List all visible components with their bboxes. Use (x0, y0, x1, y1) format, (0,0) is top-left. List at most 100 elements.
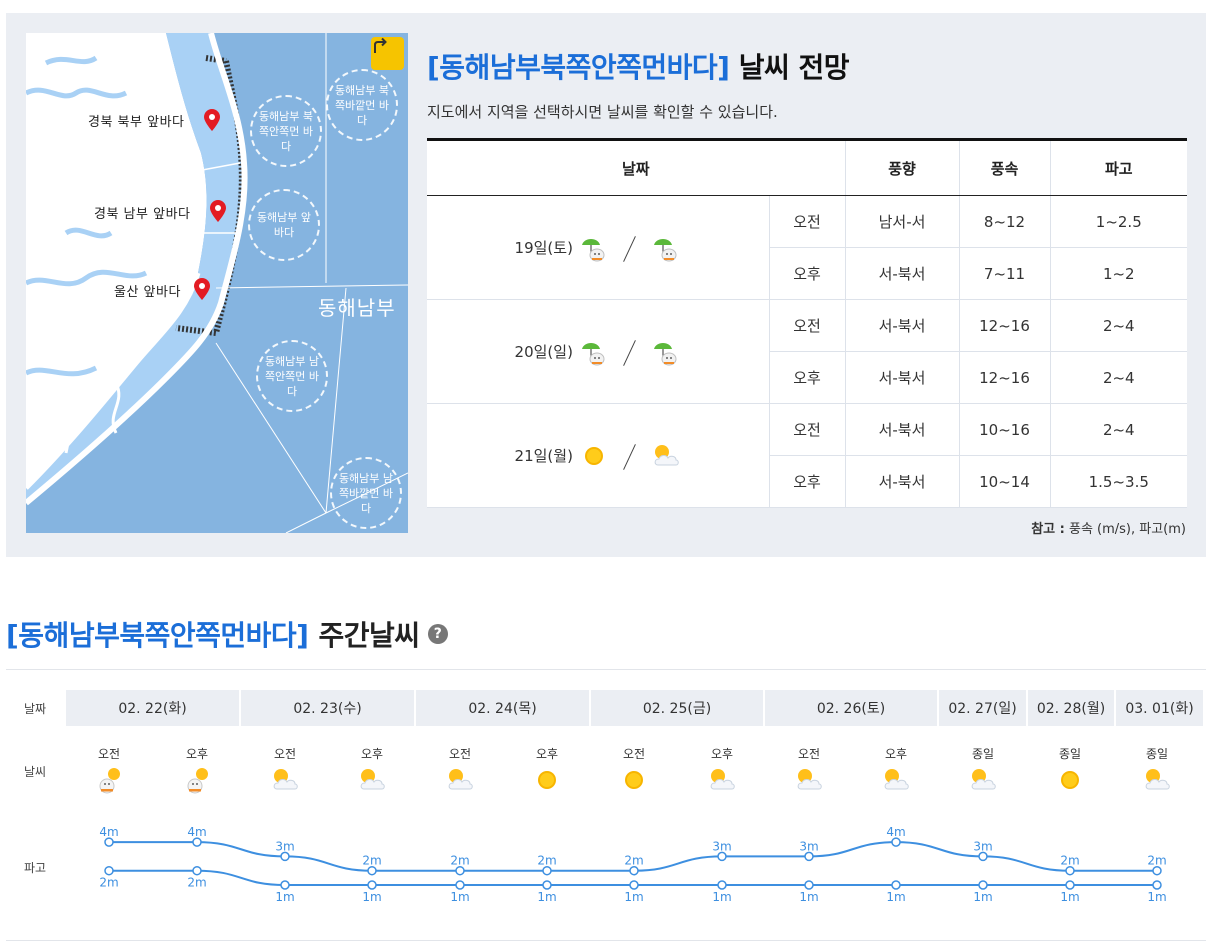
period-cell: 오후 (768, 455, 846, 508)
sea-name-label: 동해남부 (318, 296, 396, 320)
note-text: 풍속 (m/s), 파고(m) (1068, 522, 1186, 537)
weather-slot: 오전 (604, 745, 664, 795)
zone-north-inner[interactable]: 동해남부 북쪽안쪽먼 바다 (250, 95, 322, 167)
zone-south-outer[interactable]: 동해남부 남쪽바깥먼 바다 (330, 457, 402, 529)
weekly-title-area: [동해남부북쪽안쪽먼바다] (6, 619, 309, 652)
wind-dir-cell: 서-북서 (844, 351, 960, 404)
period-cell: 오후 (768, 247, 846, 300)
wave-max-label: 2m (362, 854, 381, 868)
slot-period-label: 오전 (448, 747, 472, 761)
weather-slot: 오후 (342, 745, 402, 795)
units-note: 참고 : 풍속 (m/s), 파고(m) (1031, 518, 1186, 537)
weekly-title-suffix: 주간날씨 (318, 619, 420, 652)
slot-period-label: 오전 (797, 747, 821, 761)
wave-max-point (542, 865, 552, 876)
rain-umbrella-icon (581, 238, 605, 261)
wave-cell: 2~4 (1049, 351, 1188, 404)
weather-slot: 오전 (255, 745, 315, 795)
wave-min-label: 1m (537, 890, 556, 904)
wind-speed-cell: 12~16 (958, 351, 1051, 404)
date-cell: 02. 22(화) (66, 690, 239, 726)
date-cell: 02. 23(수) (241, 690, 414, 726)
zone-north-outer[interactable]: 동해남부 북쪽바깥먼 바다 (326, 69, 398, 141)
partly-cloudy-icon (971, 769, 996, 790)
wave-max-label: 4m (886, 825, 905, 839)
date-cell: 02. 26(토) (765, 690, 937, 726)
snow-sun-icon (99, 768, 120, 794)
header-wind-dir: 풍향 (844, 138, 960, 196)
wave-max-label: 2m (624, 854, 643, 868)
wind-dir-cell: 서-북서 (844, 299, 960, 352)
rain-umbrella-icon (653, 342, 677, 365)
redo-arrow-icon (374, 37, 387, 53)
location-pin-icon[interactable] (194, 278, 210, 300)
period-cell: 오후 (768, 351, 846, 404)
sea-area-map[interactable]: 경북 북부 앞바다 경북 남부 앞바다 울산 앞바다 동해남부 북쪽안쪽먼 바다… (26, 33, 408, 533)
wave-max-point (717, 851, 727, 862)
wind-speed-cell: 12~16 (958, 299, 1051, 352)
table-row: 20일(일) 오전 서-북서 12~16 2~4 (427, 299, 1188, 404)
wave-min-point (192, 865, 202, 876)
zone-south-inner[interactable]: 동해남부 남쪽안쪽먼 바다 (256, 340, 328, 412)
period-cell: 오전 (768, 299, 846, 352)
weather-slot: 오후 (167, 745, 227, 795)
wave-max-point (629, 865, 639, 876)
title-suffix: 날씨 전망 (738, 51, 850, 84)
zone-coastal[interactable]: 동해남부 앞바다 (248, 189, 320, 261)
header-date: 날짜 (427, 138, 846, 196)
map-reset-button[interactable] (371, 37, 404, 70)
day-cell: 20일(일) (427, 299, 769, 404)
day-summary: 19일(토) (515, 233, 681, 263)
weather-slot: 종일 (1040, 745, 1100, 795)
sun-icon (538, 771, 556, 789)
sun-icon (625, 771, 643, 789)
wind-dir-cell: 서-북서 (844, 247, 960, 300)
wave-max-label: 4m (99, 825, 118, 839)
wind-speed-cell: 10~14 (958, 455, 1051, 508)
wave-max-label: 2m (1147, 854, 1166, 868)
wave-max-point (978, 851, 988, 862)
date-cell: 03. 01(화) (1116, 690, 1203, 726)
wave-max-label: 3m (275, 839, 294, 853)
wave-min-point (280, 880, 290, 890)
day-cell: 21일(월) (427, 403, 769, 508)
map-label-ulsan[interactable]: 울산 앞바다 (114, 285, 181, 300)
rain-umbrella-icon (581, 342, 605, 365)
table-header-row: 날짜 풍향 풍속 파고 (427, 138, 1188, 196)
slot-period-label: 종일 (971, 747, 995, 761)
map-graphic (26, 33, 408, 533)
location-pin-icon[interactable] (204, 109, 220, 131)
weather-slot: 종일 (1127, 745, 1187, 795)
partly-cloudy-icon (654, 444, 679, 465)
slot-period-label: 오전 (622, 747, 646, 761)
note-label: 참고 : (1031, 522, 1065, 537)
wave-max-point (280, 851, 290, 862)
map-label-south[interactable]: 경북 남부 앞바다 (94, 207, 191, 222)
forecast-table: 날짜 풍향 풍속 파고 19일(토) 오전 남서-서 8~12 1~2.5 오후 서-북서 7… (427, 138, 1188, 508)
table-row: 오후 서-북서 10~14 1.5~3.5 (427, 455, 1188, 508)
slot-period-label: 오전 (97, 747, 121, 761)
wave-min-point (804, 880, 814, 890)
slot-period-label: 오후 (535, 747, 559, 761)
location-pin-icon[interactable] (210, 200, 226, 222)
forecast-header: [동해남부북쪽안쪽먼바다] 날씨 전망 지도에서 지역을 선택하시면 날씨를 확… (427, 46, 1187, 122)
wind-speed-cell: 7~11 (958, 247, 1051, 300)
title-area-name: [동해남부북쪽안쪽먼바다] (427, 51, 730, 84)
wave-max-label: 2m (450, 854, 469, 868)
day-label: 20일(일) (514, 343, 573, 361)
rain-umbrella-icon (653, 238, 677, 261)
slot-period-label: 종일 (1145, 747, 1169, 761)
weather-slot: 오전 (79, 745, 139, 795)
partly-cloudy-icon (1145, 769, 1170, 790)
wave-min-label: 1m (275, 890, 294, 904)
date-cell: 02. 27(일) (939, 690, 1026, 726)
weather-slot: 오전 (430, 745, 490, 795)
partly-cloudy-icon (448, 769, 473, 790)
wave-max-point (192, 837, 202, 847)
wave-min-point (629, 880, 639, 890)
map-label-north[interactable]: 경북 북부 앞바다 (88, 115, 185, 130)
wind-speed-cell: 10~16 (958, 403, 1051, 456)
wave-min-label: 1m (624, 890, 643, 904)
question-icon[interactable]: ? (427, 624, 448, 644)
wind-dir-cell: 서-북서 (844, 455, 960, 508)
